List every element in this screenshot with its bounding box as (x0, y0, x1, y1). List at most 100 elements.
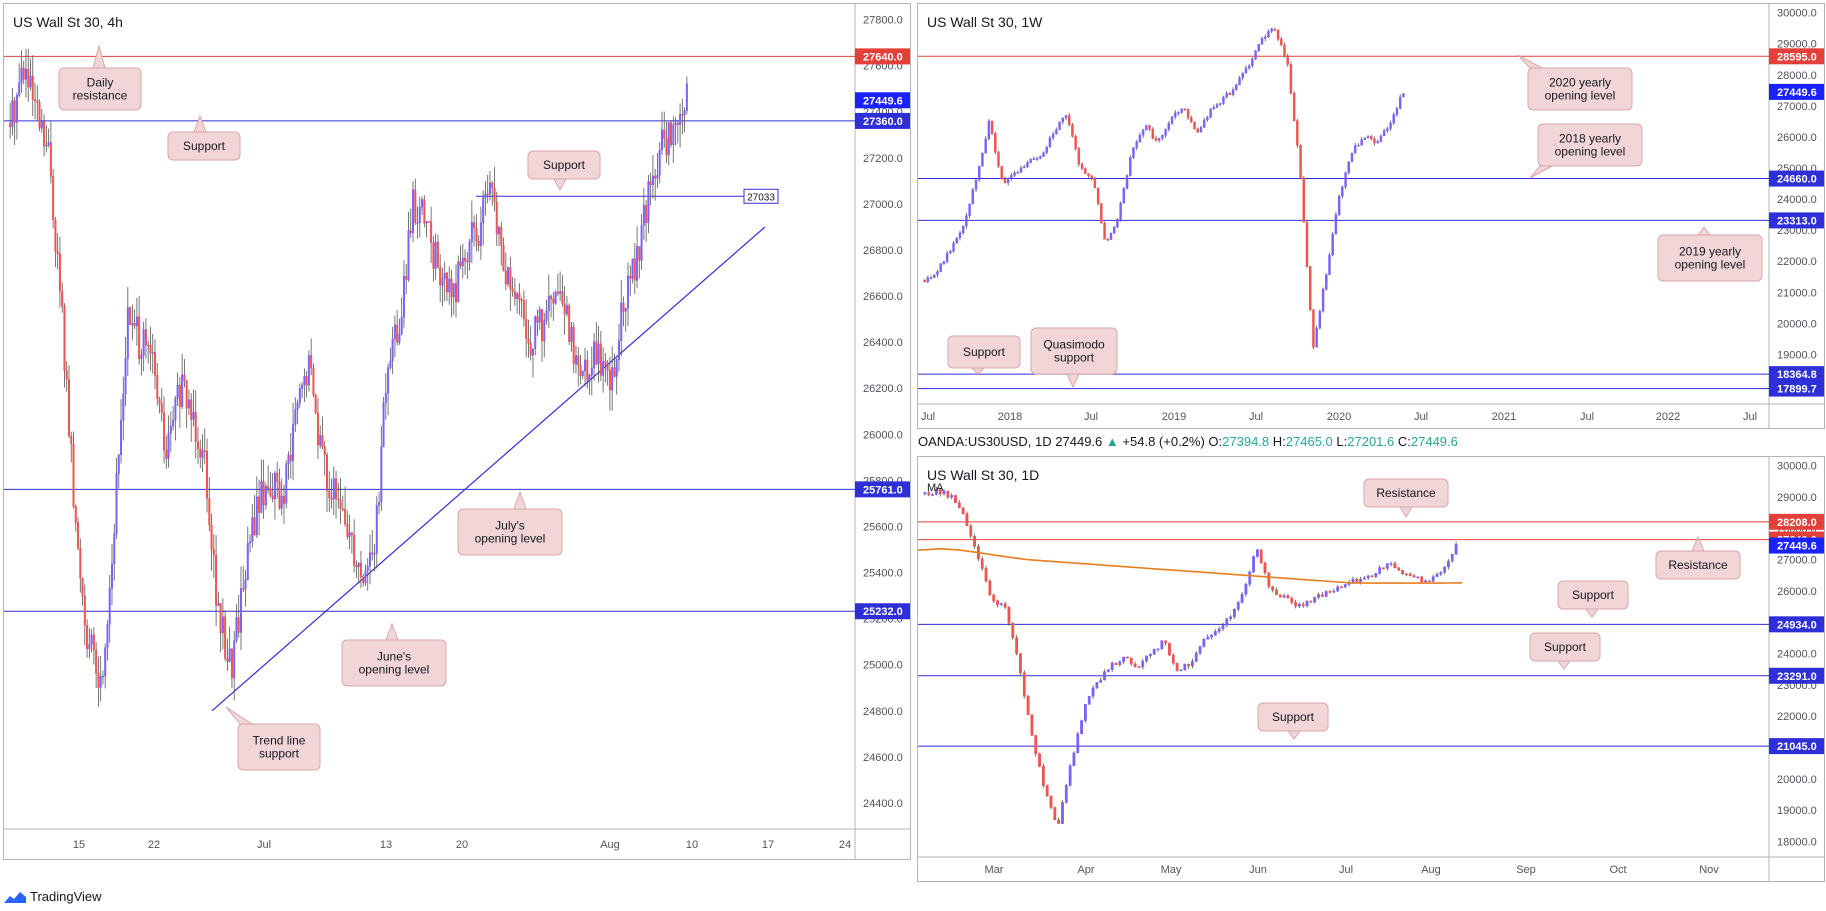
candle-body (632, 259, 634, 279)
y-tick-label: 22000.0 (1777, 256, 1817, 268)
candle-body (1280, 39, 1282, 45)
candle-body (1110, 233, 1112, 239)
price-axis-badge-text: 27360.0 (863, 116, 903, 128)
candle-body (598, 344, 600, 364)
candle-body (1180, 670, 1182, 671)
candle-body (1145, 126, 1147, 130)
y-tick-label: 24000.0 (1777, 649, 1817, 661)
candle-body (392, 339, 394, 361)
candle-body (310, 355, 312, 368)
candle-body (68, 379, 70, 436)
candle-body (1267, 31, 1269, 37)
candle-body (1184, 664, 1186, 670)
candle-body (1321, 595, 1323, 597)
candle-body (927, 278, 929, 282)
candle-body (1364, 138, 1366, 140)
candle-body (1157, 649, 1159, 650)
candle-body (675, 123, 677, 125)
candle-body (18, 83, 20, 96)
candle-body (204, 450, 206, 451)
ohlc-open: 27394.8 (1222, 434, 1269, 449)
candle-body (1008, 607, 1010, 623)
chart-4h-svg[interactable]: 24400.024600.024800.025000.025200.025400… (4, 4, 910, 859)
candle-body (453, 284, 455, 297)
candle-body (1333, 591, 1335, 592)
candle-body (107, 624, 109, 648)
candle-body (985, 568, 987, 581)
callout-label: resistance (73, 89, 128, 103)
x-tick-label: Jun (1249, 864, 1267, 876)
candle-body (1113, 227, 1115, 233)
candle-body (1030, 159, 1032, 162)
y-tick-label: 19000.0 (1777, 349, 1817, 361)
candle-body (179, 385, 181, 407)
candle-body (548, 296, 550, 311)
candle-body (288, 455, 290, 464)
candle-body (308, 355, 310, 385)
candle-body (686, 84, 688, 111)
candle-body (1065, 785, 1067, 802)
candle-body (177, 385, 179, 399)
candle-body (684, 111, 686, 116)
candle-body (32, 76, 34, 100)
candle-body (342, 509, 344, 510)
candle-body (394, 325, 396, 339)
callout-pointer (972, 368, 984, 374)
candle-body (620, 303, 622, 341)
candle-body (61, 291, 63, 306)
tradingview-branding[interactable]: TradingView (4, 889, 102, 904)
candle-body (1357, 145, 1359, 146)
candle-body (1375, 573, 1377, 576)
candle-body (978, 166, 980, 180)
candle-body (129, 308, 131, 325)
candle-body (503, 245, 505, 271)
candle-body (1055, 130, 1057, 134)
candle-body (1354, 146, 1356, 154)
candle-body (1187, 109, 1189, 117)
candle-body (476, 228, 478, 241)
candle-body (1216, 105, 1218, 108)
callout-pointer (1288, 731, 1300, 739)
candle-body (1084, 169, 1086, 174)
chart-1w-svg[interactable]: 18000.019000.020000.021000.022000.023000… (918, 4, 1824, 428)
candle-body (1298, 604, 1300, 606)
candle-body (1239, 78, 1241, 85)
candle-body (338, 499, 340, 500)
chart-panel-4h[interactable]: 24400.0 24600.0 24800.0 25000.0 25200.0 25400… (3, 3, 911, 860)
candle-body (89, 644, 91, 649)
candle-body (1447, 561, 1449, 567)
candle-body (1312, 310, 1314, 347)
candle-body (344, 509, 346, 524)
candle-body (1268, 573, 1270, 587)
candle-body (1390, 564, 1392, 565)
candle-body (1092, 688, 1094, 696)
candle-body (1050, 796, 1052, 808)
x-tick-label: Jul (1580, 411, 1594, 423)
candle-body (1380, 136, 1382, 142)
candle-body (1264, 563, 1266, 573)
price-axis-badge-text: 28595.0 (1777, 51, 1817, 63)
candle-body (1069, 766, 1071, 786)
candle-body (233, 641, 235, 679)
candle-body (1004, 179, 1006, 183)
candle-body (1120, 203, 1122, 219)
candle-body (496, 202, 498, 234)
candle-body (399, 334, 401, 342)
candle-body (1130, 658, 1132, 664)
candle-body (1222, 97, 1224, 103)
candle-body (1206, 117, 1208, 120)
candle-body (195, 412, 197, 441)
candle-body (670, 123, 672, 145)
candle-body (1455, 544, 1457, 554)
candle-body (1172, 655, 1174, 663)
candle-body (1351, 153, 1353, 162)
callout-pointer (1692, 537, 1704, 551)
chart-panel-1w[interactable]: 18000.019000.020000.021000.022000.023000… (917, 3, 1825, 429)
chart-panel-1d[interactable]: 18000.019000.020000.021000.022000.023000… (917, 456, 1825, 882)
candle-body (256, 497, 258, 535)
candle-body (286, 464, 288, 504)
candle-body (571, 327, 573, 342)
candle-body (1402, 94, 1404, 97)
chart-1d-svg[interactable]: 18000.019000.020000.021000.022000.023000… (918, 457, 1824, 881)
y-tick-label: 26600.0 (863, 291, 903, 303)
